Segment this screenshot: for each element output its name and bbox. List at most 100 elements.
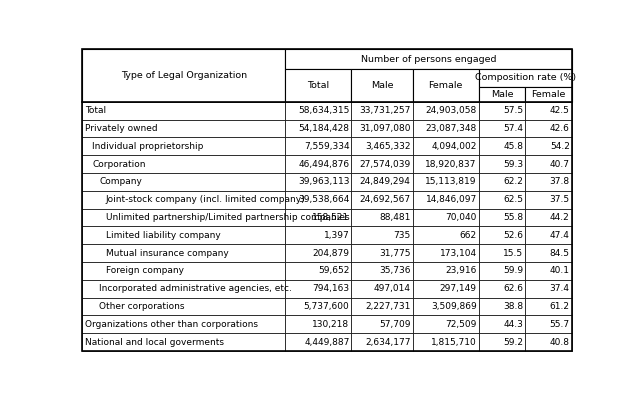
Text: 37.8: 37.8 <box>549 177 570 187</box>
Bar <box>478 155 525 173</box>
Text: 35,736: 35,736 <box>379 267 411 275</box>
Text: 1,397: 1,397 <box>323 231 350 240</box>
Text: Individual proprietorship: Individual proprietorship <box>92 142 204 151</box>
Text: 40.1: 40.1 <box>550 267 570 275</box>
Text: 84.5: 84.5 <box>550 249 570 257</box>
Text: 44.2: 44.2 <box>550 213 570 222</box>
Text: 24,903,058: 24,903,058 <box>426 106 477 115</box>
Bar <box>285 262 352 280</box>
Text: 2,634,177: 2,634,177 <box>365 337 411 346</box>
Text: Other corporations: Other corporations <box>99 302 184 311</box>
Text: 72,509: 72,509 <box>445 320 477 329</box>
Text: Corporation: Corporation <box>92 160 145 169</box>
Bar <box>352 227 413 244</box>
Bar <box>352 173 413 191</box>
Bar <box>82 227 285 244</box>
Bar <box>478 191 525 209</box>
Bar <box>82 209 285 227</box>
Text: 59.2: 59.2 <box>503 337 523 346</box>
Bar <box>413 315 478 333</box>
Bar <box>352 280 413 297</box>
Bar <box>352 333 413 351</box>
Bar <box>525 297 572 315</box>
Text: Composition rate (%): Composition rate (%) <box>475 73 575 82</box>
Text: Privately owned: Privately owned <box>85 124 158 133</box>
Bar <box>352 244 413 262</box>
Bar <box>478 244 525 262</box>
Bar <box>285 173 352 191</box>
Bar <box>525 280 572 297</box>
Text: 662: 662 <box>459 231 477 240</box>
Text: 4,094,002: 4,094,002 <box>431 142 477 151</box>
Bar <box>525 173 572 191</box>
Text: 130,218: 130,218 <box>313 320 350 329</box>
Text: 88,481: 88,481 <box>379 213 411 222</box>
Text: 24,692,567: 24,692,567 <box>360 195 411 204</box>
Bar <box>285 297 352 315</box>
Bar <box>82 244 285 262</box>
Bar <box>82 191 285 209</box>
Text: 54.2: 54.2 <box>550 142 570 151</box>
Text: 59.3: 59.3 <box>503 160 523 169</box>
Bar <box>352 297 413 315</box>
Bar <box>413 227 478 244</box>
Text: 18,920,837: 18,920,837 <box>426 160 477 169</box>
Text: 39,538,664: 39,538,664 <box>298 195 350 204</box>
Bar <box>352 137 413 155</box>
Bar <box>352 262 413 280</box>
Text: 33,731,257: 33,731,257 <box>359 106 411 115</box>
Text: Unlimited partnership/Limited partnership companies: Unlimited partnership/Limited partnershi… <box>106 213 350 222</box>
Text: 735: 735 <box>394 231 411 240</box>
Text: 4,449,887: 4,449,887 <box>304 337 350 346</box>
Text: 62.5: 62.5 <box>503 195 523 204</box>
Bar <box>352 209 413 227</box>
Bar <box>352 102 413 120</box>
Bar <box>478 297 525 315</box>
Text: 62.2: 62.2 <box>503 177 523 187</box>
Text: 5,737,600: 5,737,600 <box>304 302 350 311</box>
Text: 23,916: 23,916 <box>445 267 477 275</box>
Bar <box>478 333 525 351</box>
Text: 42.6: 42.6 <box>550 124 570 133</box>
Text: 297,149: 297,149 <box>440 284 477 293</box>
Text: Total: Total <box>85 106 107 115</box>
Bar <box>285 191 352 209</box>
Text: 61.2: 61.2 <box>550 302 570 311</box>
Text: 54,184,428: 54,184,428 <box>299 124 350 133</box>
Text: 52.6: 52.6 <box>503 231 523 240</box>
Bar <box>82 102 285 120</box>
Text: 27,574,039: 27,574,039 <box>359 160 411 169</box>
Bar <box>413 244 478 262</box>
Text: Type of Legal Organization: Type of Legal Organization <box>121 71 247 80</box>
Text: 3,465,332: 3,465,332 <box>365 142 411 151</box>
Text: 57,709: 57,709 <box>379 320 411 329</box>
Text: 42.5: 42.5 <box>550 106 570 115</box>
Bar <box>525 333 572 351</box>
Bar <box>285 280 352 297</box>
Text: Limited liability company: Limited liability company <box>106 231 221 240</box>
Bar <box>413 333 478 351</box>
Bar <box>352 315 413 333</box>
Bar <box>525 137 572 155</box>
Text: Total: Total <box>308 81 329 90</box>
Bar <box>285 155 352 173</box>
Bar <box>82 155 285 173</box>
Bar <box>525 120 572 137</box>
Text: 497,014: 497,014 <box>374 284 411 293</box>
Bar <box>478 227 525 244</box>
Text: National and local goverments: National and local goverments <box>85 337 224 346</box>
Bar <box>478 69 572 87</box>
Text: 2,227,731: 2,227,731 <box>366 302 411 311</box>
Bar <box>525 87 572 102</box>
Bar <box>413 280 478 297</box>
Text: Male: Male <box>371 81 393 90</box>
Bar <box>525 191 572 209</box>
Bar <box>285 333 352 351</box>
Bar <box>478 209 525 227</box>
Bar <box>413 297 478 315</box>
Bar <box>82 262 285 280</box>
Bar <box>285 49 572 69</box>
Bar <box>352 191 413 209</box>
Text: 57.5: 57.5 <box>503 106 523 115</box>
Bar <box>352 155 413 173</box>
